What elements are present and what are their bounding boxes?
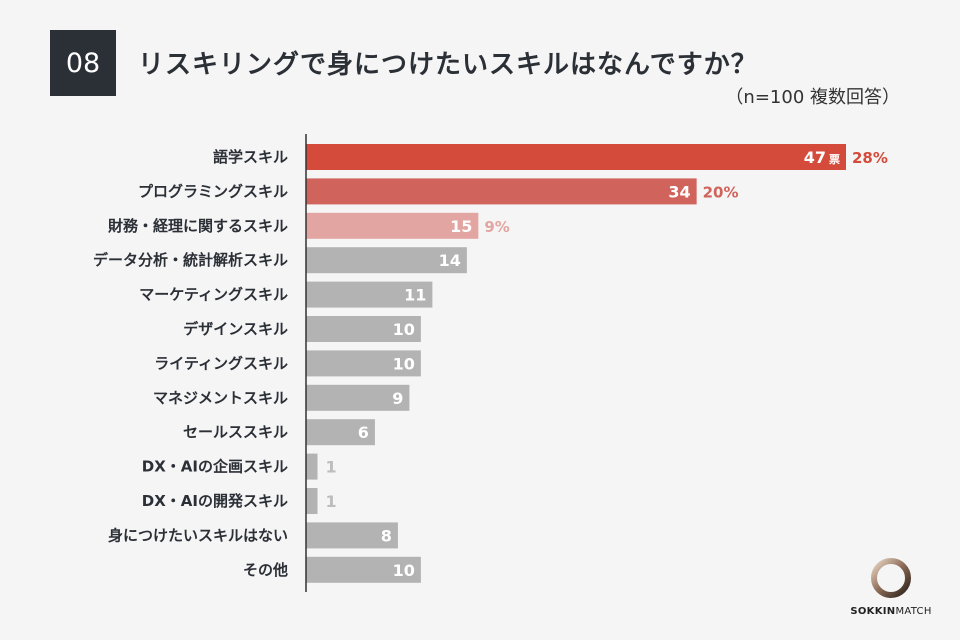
bar — [306, 384, 410, 411]
category-label: デザインスキル — [183, 320, 288, 338]
category-label: 身につけたいスキルはない — [108, 526, 288, 544]
bar — [306, 488, 318, 514]
value-label: 1 — [325, 492, 336, 511]
value-label: 6 — [358, 423, 369, 442]
question-number-badge: 08 — [50, 30, 116, 96]
category-label: プログラミングスキル — [138, 182, 288, 200]
value-label: 10 — [393, 354, 415, 373]
value-label: 10 — [393, 320, 415, 339]
sokkinmatch-logo: SOKKINMATCH — [846, 556, 936, 617]
value-label: 1 — [325, 458, 336, 477]
bar — [306, 144, 846, 170]
bar — [306, 556, 421, 583]
percent-label: 9% — [484, 218, 509, 236]
category-label: マネジメントスキル — [153, 389, 288, 407]
value-label: 10 — [393, 561, 415, 580]
logo-ring-icon — [871, 558, 911, 598]
category-label: 語学スキル — [213, 148, 288, 166]
category-label: 財務・経理に関するスキル — [107, 217, 288, 235]
value-unit-label: 票 — [829, 153, 840, 166]
value-label: 8 — [381, 526, 392, 545]
category-label: ライティングスキル — [154, 354, 288, 372]
category-label: セールススキル — [183, 423, 288, 441]
bar — [306, 419, 375, 446]
category-label: DX・AIの開発スキル — [142, 492, 288, 510]
value-label: 9 — [392, 389, 403, 408]
bar — [306, 178, 697, 205]
value-label: 47 — [804, 148, 826, 167]
value-label: 34 — [668, 182, 690, 201]
bar — [306, 281, 433, 308]
bar — [306, 247, 467, 274]
category-label: マーケティングスキル — [139, 286, 288, 304]
bar — [306, 453, 318, 480]
percent-label: 20% — [703, 183, 739, 201]
value-label: 14 — [439, 251, 461, 270]
question-title: リスキリングで身につけたいスキルはなんですか？ — [138, 50, 758, 80]
logo-text-bold: SOKKIN — [850, 606, 896, 617]
value-label: 11 — [404, 286, 426, 305]
question-number: 08 — [65, 47, 101, 79]
category-label: DX・AIの企画スキル — [142, 458, 288, 476]
logo-text: SOKKINMATCH — [846, 606, 936, 617]
bar — [306, 522, 398, 549]
category-label: データ分析・統計解析スキル — [93, 251, 288, 269]
category-label: その他 — [243, 561, 288, 579]
percent-label: 28% — [852, 149, 888, 167]
logo-text-regular: MATCH — [895, 606, 932, 617]
question-subtitle: （n=100 複数回答） — [725, 87, 900, 108]
bar — [306, 350, 421, 377]
bar — [306, 316, 421, 342]
bar — [306, 212, 479, 239]
value-label: 15 — [450, 217, 472, 236]
